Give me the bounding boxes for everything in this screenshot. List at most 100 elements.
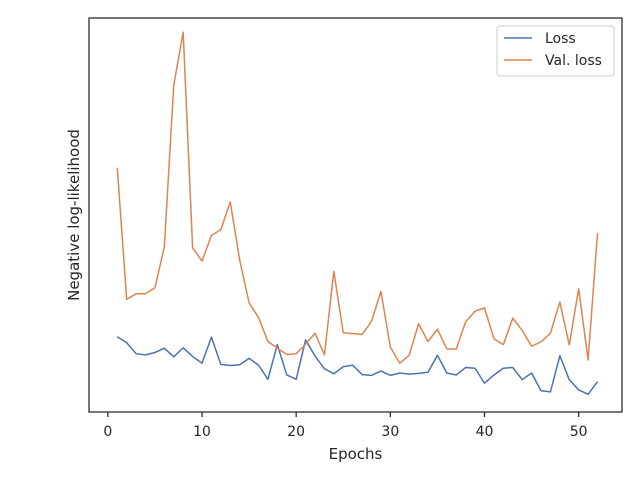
data-point-val-loss — [362, 334, 363, 335]
data-point-val-loss — [296, 353, 297, 354]
data-point-val-loss — [154, 287, 155, 288]
data-point-val-loss — [475, 311, 476, 312]
data-point-val-loss — [286, 354, 287, 355]
data-point-loss — [569, 379, 570, 380]
data-point-loss — [578, 389, 579, 390]
data-point-val-loss — [390, 346, 391, 347]
data-point-val-loss — [465, 321, 466, 322]
data-point-loss — [277, 344, 278, 345]
data-point-val-loss — [333, 271, 334, 272]
data-point-val-loss — [588, 359, 589, 360]
data-point-val-loss — [512, 318, 513, 319]
data-point-loss — [503, 368, 504, 369]
data-point-loss — [446, 372, 447, 373]
data-point-loss — [465, 367, 466, 368]
x-tick-label: 20 — [287, 424, 305, 440]
x-tick-label: 30 — [381, 424, 399, 440]
data-point-val-loss — [550, 333, 551, 334]
data-point-loss — [493, 374, 494, 375]
data-point-loss — [362, 374, 363, 375]
x-tick-label: 0 — [103, 424, 112, 440]
data-point-loss — [173, 356, 174, 357]
data-point-loss — [390, 375, 391, 376]
data-point-val-loss — [522, 330, 523, 331]
legend-label-val-loss: Val. loss — [545, 53, 602, 69]
data-point-loss — [239, 364, 240, 365]
data-point-loss — [522, 379, 523, 380]
data-point-val-loss — [145, 293, 146, 294]
legend: Loss Val. loss — [496, 25, 615, 77]
data-point-val-loss — [578, 288, 579, 289]
data-point-val-loss — [428, 341, 429, 342]
data-point-val-loss — [493, 338, 494, 339]
data-point-loss — [211, 337, 212, 338]
series-line-val-loss — [116, 31, 599, 364]
data-point-loss — [456, 374, 457, 375]
data-point-val-loss — [456, 348, 457, 349]
data-point-loss — [249, 358, 250, 359]
data-point-val-loss — [202, 261, 203, 262]
data-point-loss — [531, 372, 532, 373]
data-point-loss — [380, 371, 381, 372]
data-point-val-loss — [164, 246, 165, 247]
data-point-val-loss — [569, 345, 570, 346]
data-point-val-loss — [258, 317, 259, 318]
data-point-val-loss — [484, 307, 485, 308]
data-point-val-loss — [315, 333, 316, 334]
x-tick-label: 50 — [570, 424, 588, 440]
data-point-val-loss — [267, 341, 268, 342]
data-point-val-loss — [277, 348, 278, 349]
data-point-loss — [437, 355, 438, 356]
data-point-loss — [183, 347, 184, 348]
data-point-val-loss — [559, 302, 560, 303]
data-point-val-loss — [117, 167, 118, 168]
data-point-loss — [541, 390, 542, 391]
x-axis-label: Epochs — [329, 445, 383, 463]
data-point-loss — [324, 368, 325, 369]
data-point-loss — [117, 336, 118, 337]
data-point-loss — [145, 354, 146, 355]
data-point-val-loss — [437, 329, 438, 330]
data-point-val-loss — [230, 202, 231, 203]
plot-background — [89, 18, 622, 412]
data-point-loss — [258, 365, 259, 366]
data-point-val-loss — [418, 323, 419, 324]
data-point-loss — [399, 372, 400, 373]
data-point-val-loss — [136, 293, 137, 294]
data-point-val-loss — [541, 341, 542, 342]
data-point-val-loss — [324, 354, 325, 355]
data-point-val-loss — [352, 333, 353, 334]
data-point-loss — [202, 363, 203, 364]
data-point-val-loss — [183, 32, 184, 33]
x-ticks: 0 10 20 30 40 50 — [103, 412, 588, 440]
data-point-loss — [230, 365, 231, 366]
data-point-loss — [164, 348, 165, 349]
data-point-loss — [588, 394, 589, 395]
data-point-val-loss — [371, 321, 372, 322]
series-line-loss — [116, 336, 599, 396]
data-point-loss — [126, 342, 127, 343]
data-point-val-loss — [173, 85, 174, 86]
data-point-loss — [192, 356, 193, 357]
data-point-val-loss — [305, 344, 306, 345]
data-point-loss — [333, 373, 334, 374]
data-point-loss — [352, 365, 353, 366]
data-point-val-loss — [380, 291, 381, 292]
data-point-loss — [559, 355, 560, 356]
x-tick-label: 10 — [193, 424, 211, 440]
data-point-val-loss — [399, 363, 400, 364]
data-point-val-loss — [597, 233, 598, 234]
data-point-loss — [418, 373, 419, 374]
plot-frame — [88, 17, 623, 413]
data-point-val-loss — [503, 344, 504, 345]
data-point-loss — [286, 374, 287, 375]
data-point-val-loss — [211, 235, 212, 236]
data-point-loss — [220, 364, 221, 365]
data-point-loss — [409, 374, 410, 375]
data-point-val-loss — [239, 259, 240, 260]
data-point-loss — [305, 339, 306, 340]
data-point-loss — [550, 391, 551, 392]
data-point-loss — [343, 366, 344, 367]
data-point-val-loss — [446, 348, 447, 349]
data-point-val-loss — [126, 299, 127, 300]
